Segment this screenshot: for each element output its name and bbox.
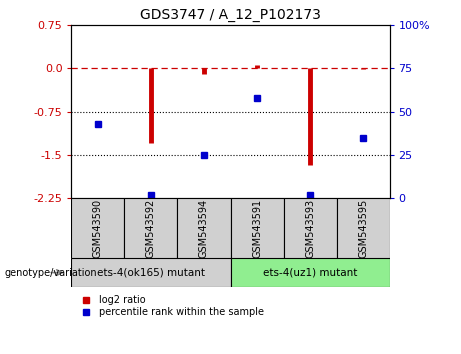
Text: ets-4(ok165) mutant: ets-4(ok165) mutant <box>97 268 205 278</box>
Text: GSM543593: GSM543593 <box>305 199 315 258</box>
Title: GDS3747 / A_12_P102173: GDS3747 / A_12_P102173 <box>140 8 321 22</box>
Bar <box>71 198 124 258</box>
Bar <box>71 258 230 287</box>
Text: GSM543594: GSM543594 <box>199 199 209 258</box>
Text: genotype/variation: genotype/variation <box>5 268 97 278</box>
Legend: log2 ratio, percentile rank within the sample: log2 ratio, percentile rank within the s… <box>77 295 264 317</box>
Text: GSM543590: GSM543590 <box>93 199 103 258</box>
Bar <box>124 198 177 258</box>
Text: GSM543595: GSM543595 <box>358 199 368 258</box>
Text: GSM543592: GSM543592 <box>146 199 156 258</box>
Bar <box>230 198 284 258</box>
Bar <box>337 198 390 258</box>
Text: ets-4(uz1) mutant: ets-4(uz1) mutant <box>263 268 357 278</box>
Bar <box>177 198 230 258</box>
Bar <box>230 258 390 287</box>
Bar <box>284 198 337 258</box>
Text: GSM543591: GSM543591 <box>252 199 262 258</box>
